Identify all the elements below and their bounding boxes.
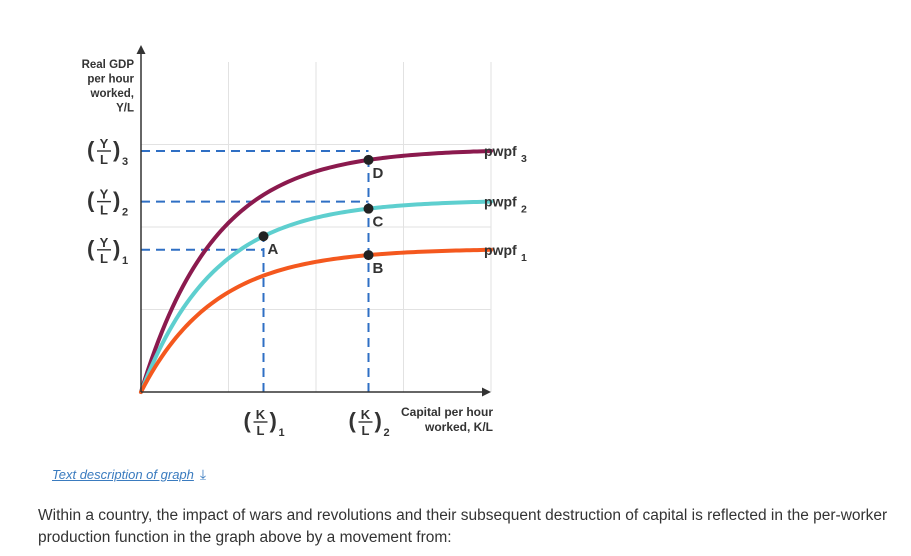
guide-lines xyxy=(141,150,370,392)
point-D xyxy=(363,154,374,165)
text-description-label: Text description of graph xyxy=(52,467,194,482)
curve-pwpf3 xyxy=(139,149,493,394)
series-label-1: pwpf xyxy=(484,242,517,258)
point-label-C: C xyxy=(373,214,384,231)
y-label-line: per hour xyxy=(87,74,134,86)
x-axis-arrow xyxy=(482,387,491,397)
y-label-line: Y/L xyxy=(116,103,134,115)
y-level-label-1-subscript: 1 xyxy=(122,255,128,267)
x-level-label-2-paren-open: ( xyxy=(349,408,357,433)
x-level-label-1-paren-open: ( xyxy=(244,408,252,433)
x-level-label-2-denominator: L xyxy=(362,423,370,438)
y-level-labels: (YL) 3(YL) 2(YL) 1 xyxy=(87,136,128,267)
x-level-label-1-subscript: 1 xyxy=(279,427,285,439)
series-labels: pwpf 3 pwpf 2 pwpf 1 xyxy=(484,143,527,264)
point-label-A: A xyxy=(268,241,279,258)
point-label-D: D xyxy=(373,165,384,182)
series-label-subscript-1: 1 xyxy=(521,252,527,264)
series-label-subscript-3: 3 xyxy=(521,153,527,165)
production-function-chart: A B C D Real GDP per hour worked, Y/L Capital … xyxy=(82,45,527,439)
y-level-label-1-paren-open: ( xyxy=(87,236,95,261)
curve-pwpf1 xyxy=(139,247,493,394)
point-B xyxy=(363,250,374,261)
y-level-label-2-denominator: L xyxy=(100,203,108,218)
download-arrow-icon: ⤓ xyxy=(199,466,207,482)
y-level-label-1-denominator: L xyxy=(100,251,108,266)
x-level-label-2-numerator: K xyxy=(361,407,371,422)
text-description-link[interactable]: Text description of graph ⤓ xyxy=(52,466,206,483)
x-level-label-1: ( KL) 1 xyxy=(244,407,285,439)
x-level-label-1-paren-close: ) xyxy=(270,408,277,433)
x-level-label-2-paren-close: ) xyxy=(375,408,382,433)
x-level-labels: (KL) 1(KL) 2 xyxy=(244,407,390,439)
series-label-2: pwpf xyxy=(484,194,517,210)
y-label-line: worked, xyxy=(90,88,134,100)
y-level-label-2-numerator: Y xyxy=(100,187,109,202)
point-label-B: B xyxy=(373,260,384,277)
x-label-line: worked, K/L xyxy=(424,420,493,434)
x-level-label-2-subscript: 2 xyxy=(384,427,390,439)
y-level-label-1-paren-close: ) xyxy=(113,236,120,261)
y-level-label-2-paren-open: ( xyxy=(87,188,95,213)
question-text: Within a country, the impact of wars and… xyxy=(38,507,888,546)
y-level-label-2-paren-close: ) xyxy=(113,188,120,213)
y-level-label-2-subscript: 2 xyxy=(122,207,128,219)
y-level-label-1: ( YL) 1 xyxy=(87,235,128,267)
y-level-label-3-numerator: Y xyxy=(100,136,109,151)
y-level-label-3: ( YL) 3 xyxy=(87,136,128,168)
y-axis-label: Real GDP per hour worked, Y/L xyxy=(82,59,135,115)
y-level-label-2: ( YL) 2 xyxy=(87,187,128,219)
x-label-line: Capital per hour xyxy=(401,405,493,419)
x-level-label-1-denominator: L xyxy=(257,423,265,438)
points: A B C D xyxy=(258,154,384,277)
y-level-label-3-subscript: 3 xyxy=(122,156,128,168)
x-level-label-2: ( KL) 2 xyxy=(349,407,390,439)
series-label-3: pwpf xyxy=(484,143,517,159)
point-A xyxy=(258,231,269,242)
x-level-label-1-numerator: K xyxy=(256,407,266,422)
point-C xyxy=(363,203,374,214)
axes xyxy=(136,45,491,397)
y-axis-arrow xyxy=(136,45,146,54)
y-label-line: Real GDP xyxy=(82,59,135,71)
grid-lines xyxy=(141,62,492,392)
y-level-label-1-numerator: Y xyxy=(100,235,109,250)
curve-pwpf2 xyxy=(139,199,493,394)
series-label-subscript-2: 2 xyxy=(521,204,527,216)
curves xyxy=(139,149,493,394)
y-level-label-3-paren-close: ) xyxy=(113,137,120,162)
y-level-label-3-denominator: L xyxy=(100,152,108,167)
y-level-label-3-paren-open: ( xyxy=(87,137,95,162)
